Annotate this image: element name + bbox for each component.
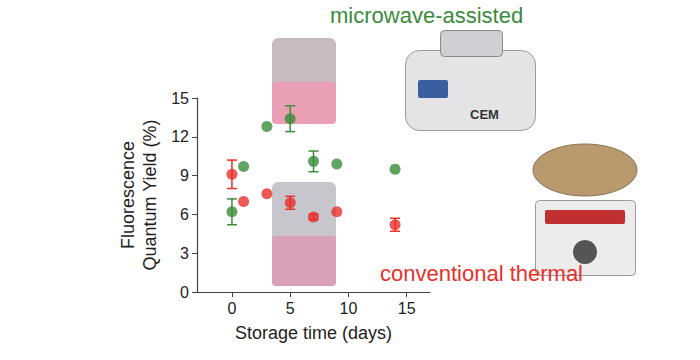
- svg-text:Fluorescence: Fluorescence: [118, 141, 138, 249]
- svg-text:conventional thermal: conventional thermal: [380, 261, 583, 286]
- svg-text:0: 0: [180, 284, 189, 301]
- svg-text:9: 9: [180, 167, 189, 184]
- svg-text:6: 6: [180, 206, 189, 223]
- svg-text:5: 5: [286, 300, 295, 317]
- svg-text:Quantum Yield (%): Quantum Yield (%): [140, 119, 160, 270]
- svg-text:3: 3: [180, 245, 189, 262]
- svg-text:CEM: CEM: [470, 107, 499, 122]
- svg-text:microwave-assisted: microwave-assisted: [330, 3, 523, 28]
- svg-text:15: 15: [171, 90, 189, 107]
- svg-text:Storage time (days): Storage time (days): [235, 323, 392, 343]
- svg-text:0: 0: [227, 300, 236, 317]
- svg-text:10: 10: [340, 300, 358, 317]
- svg-text:15: 15: [398, 300, 416, 317]
- svg-text:12: 12: [171, 128, 189, 145]
